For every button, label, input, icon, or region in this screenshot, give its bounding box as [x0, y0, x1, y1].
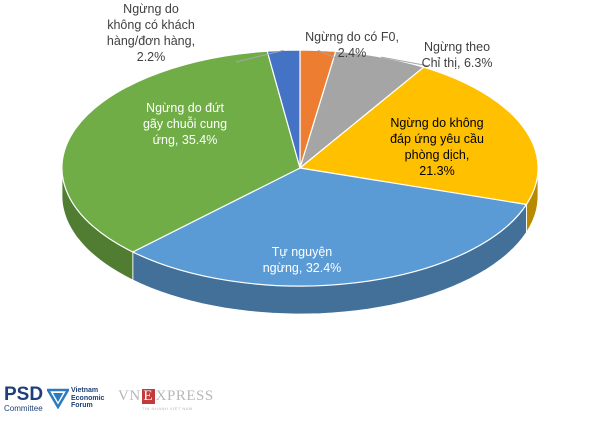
vnexpress-left: VN	[118, 388, 141, 404]
vef-line-3: Forum	[71, 402, 93, 410]
vef-line-2: Economic	[71, 394, 105, 402]
psd-logo: PSD Committee	[4, 385, 43, 413]
psd-logo-text: PSD	[4, 384, 44, 405]
vnexpress-logo: VN E XPRESS	[118, 388, 214, 405]
vnexpress-tagline: TIN NHANH VIỆT NAM	[142, 406, 193, 411]
pie-slice-4	[61, 50, 301, 253]
leader-line-5	[235, 49, 284, 63]
psd-logo-sub: Committee	[4, 404, 43, 413]
footer-logos: PSD Committee Vietnam Economic Forum VN E…	[0, 381, 601, 421]
data-label-2: Ngừng do không đáp ứng yêu cầu phòng dịch,…	[390, 116, 484, 178]
leader-lines	[235, 49, 430, 67]
leader-line-1	[381, 56, 430, 67]
pie-chart: Ngừng do có F0, 2.4% Ngừng theo Chỉ thị, 6.…	[61, 2, 539, 315]
data-label-4: Ngừng do đứt gãy chuỗi cung ứng, 35.4%	[143, 101, 227, 147]
vef-logo-text: Vietnam Economic Forum	[71, 387, 104, 410]
data-labels: Ngừng do có F0, 2.4% Ngừng theo Chỉ thị, 6.…	[107, 2, 493, 275]
vef-logo-icon	[47, 388, 69, 409]
data-label-5: Ngừng do không có khách hàng/đơn hàng, 2.2%	[107, 2, 195, 64]
vnexpress-e: E	[141, 388, 155, 404]
vnexpress-right: XPRESS	[155, 388, 214, 404]
data-label-1: Ngừng theo Chỉ thị, 6.3%	[422, 40, 493, 70]
vef-line-1: Vietnam	[71, 387, 99, 394]
data-label-0: Ngừng do có F0, 2.4%	[305, 30, 399, 60]
pie-slice-2	[298, 66, 539, 206]
leader-line-0	[317, 49, 337, 59]
pie-tops	[61, 49, 539, 287]
pie-slice-3	[131, 167, 528, 287]
data-label-3: Tự nguyện ngừng, 32.4%	[263, 245, 342, 275]
